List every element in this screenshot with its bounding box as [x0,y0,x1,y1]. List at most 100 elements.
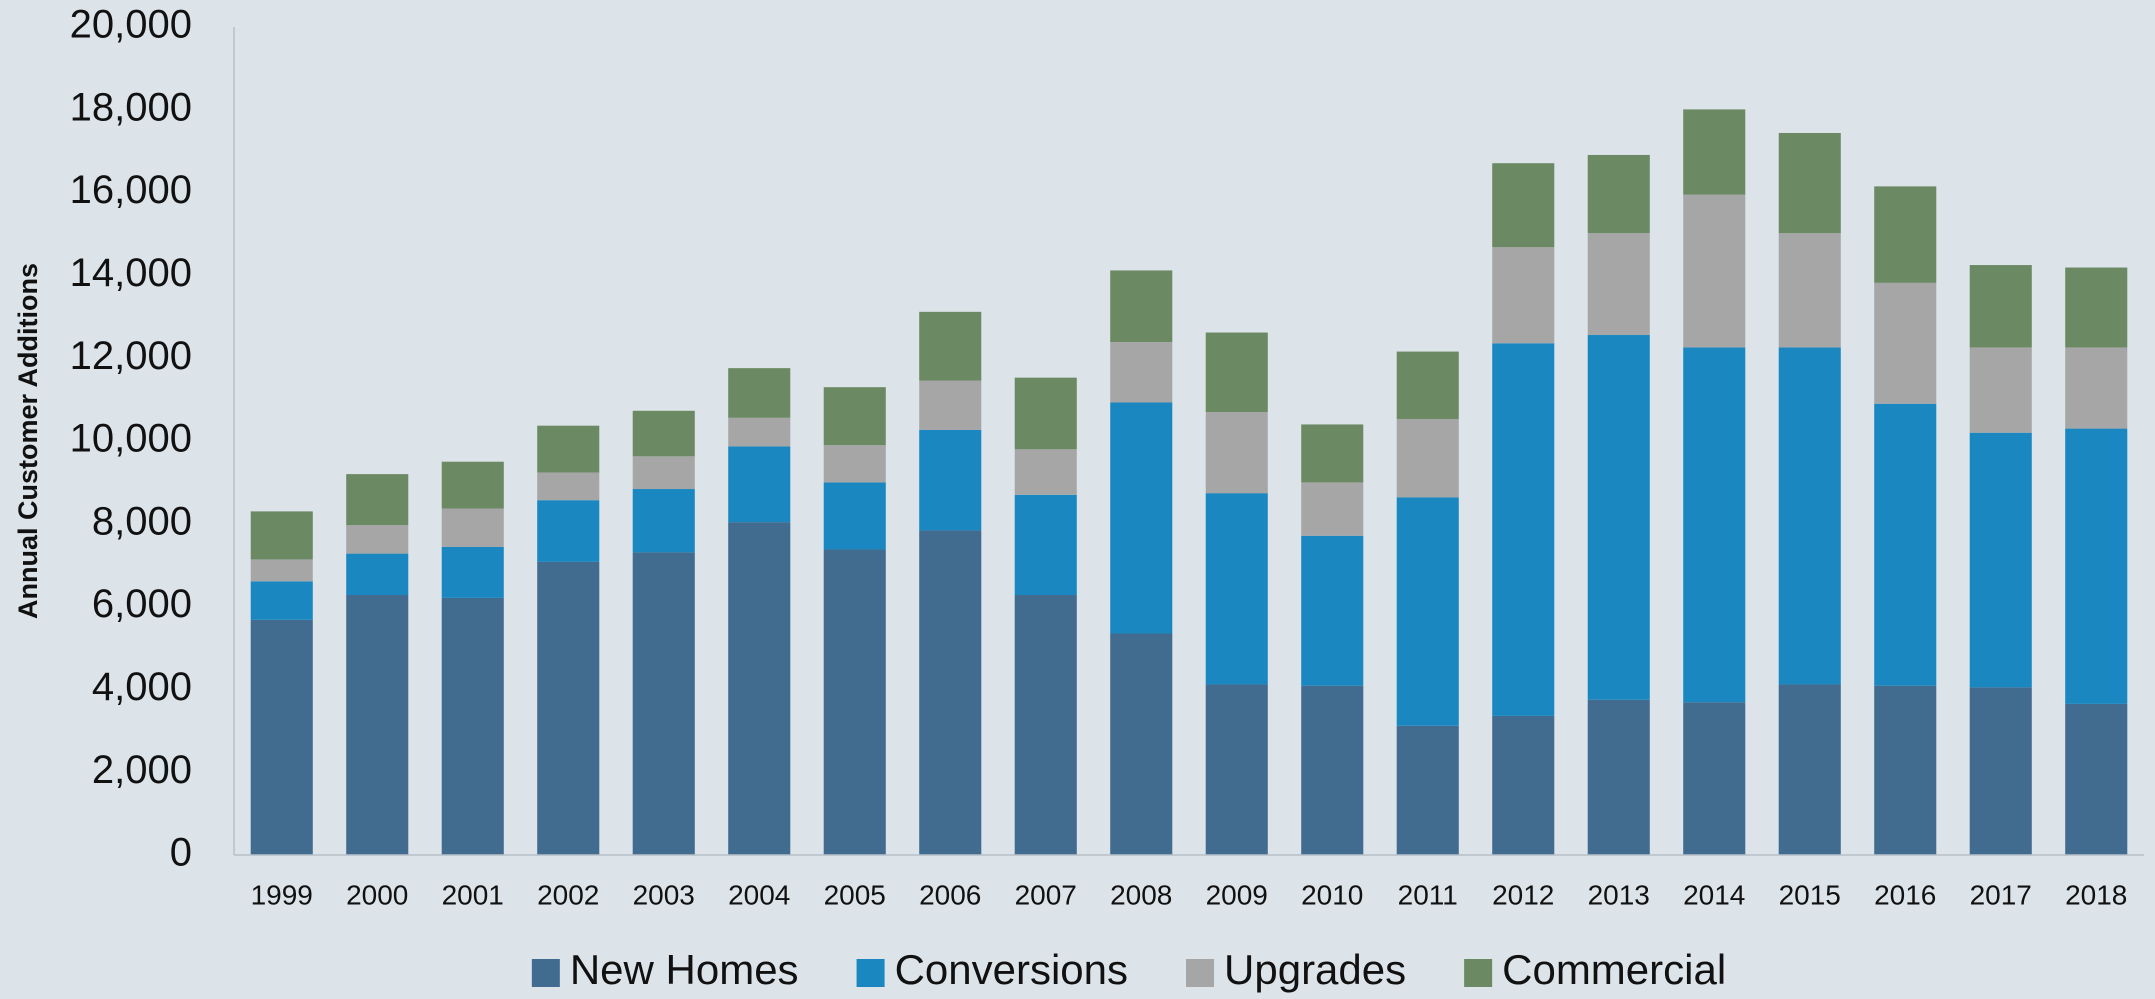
y-tick-label: 0 [170,831,192,875]
bar-segment [632,489,695,553]
legend-label: New Homes [570,946,799,993]
y-tick-label: 14,000 [70,251,192,295]
bar-segment [1301,535,1364,686]
bar-segment [1396,351,1459,420]
y-tick-label: 18,000 [70,85,192,129]
bar-segment [1492,715,1555,855]
x-tick-label: 2007 [1015,879,1077,910]
bar-segment [632,456,695,490]
bar-segment [1492,163,1555,248]
bar-segment [1683,347,1746,703]
bar-segment [1205,412,1268,494]
bar-segment [1396,497,1459,726]
bar-segment [1301,482,1364,536]
bar-segment [1396,725,1459,855]
bar-segment [1110,402,1173,634]
x-tick-label: 2001 [442,879,504,910]
bar-segment [2065,703,2128,855]
x-tick-label: 2012 [1492,879,1554,910]
bar-segment [1778,347,1841,685]
bar-segment [1492,343,1555,716]
bar-segment [1969,687,2032,855]
legend-swatch [856,959,885,987]
bar-segment [919,429,982,531]
y-tick-label: 20,000 [70,3,192,47]
bar-segment [441,597,504,855]
bar-segment [537,425,600,473]
bar-segment [1014,494,1077,596]
bar-segment [1969,265,2032,348]
bar-segment [346,525,409,554]
legend-swatch [1186,959,1215,987]
bar-segment [1587,699,1650,855]
x-tick-label: 2011 [1398,879,1458,910]
bar-segment [1014,377,1077,450]
bar-segment [1014,595,1077,855]
bar-segment [1778,132,1841,234]
bar-segment [441,461,504,509]
bar-segment [346,474,409,526]
x-tick-label: 2009 [1206,879,1268,910]
legend-swatch [531,959,560,987]
bar-segment [823,549,886,855]
bar-segment [1110,633,1173,855]
x-tick-label: 2015 [1779,879,1841,910]
bar-segment [919,311,982,381]
y-axis-label: Annual Customer Additions [13,263,43,619]
bar-segment [1874,685,1937,855]
bar-segment [823,445,886,483]
x-tick-label: 2013 [1588,879,1650,910]
bar-segment [1014,449,1077,495]
bar-segment [441,508,504,547]
bar-segment [1205,332,1268,413]
bar-segment [250,559,313,582]
bar-segment [1587,335,1650,700]
y-tick-label: 8,000 [92,499,192,543]
bar-segment [728,522,791,855]
bar-segment [1874,186,1937,283]
bar-segment [1205,493,1268,685]
bar-segment [537,500,600,562]
bar-segment [1492,247,1555,344]
x-tick-label: 2017 [1970,879,2032,910]
x-tick-label: 2003 [633,879,695,910]
bar-segment [1969,432,2032,688]
x-tick-label: 2014 [1683,879,1745,910]
bar-segment [346,553,409,596]
y-tick-label: 2,000 [92,748,192,792]
bar-segment [1683,194,1746,348]
x-tick-label: 2005 [824,879,886,910]
bar-segment [919,530,982,855]
x-tick-label: 2008 [1110,879,1172,910]
bar-segment [728,417,791,447]
x-tick-label: 2010 [1301,879,1363,910]
bar-segment [1874,282,1937,404]
bar-segment [1396,419,1459,498]
bar-segment [1969,347,2032,433]
bar-segment [1205,684,1268,855]
bar-segment [2065,267,2128,348]
x-tick-label: 2004 [728,879,790,910]
bar-segment [1778,684,1841,855]
bar-segment [537,472,600,501]
y-tick-label: 10,000 [70,417,192,461]
bar-segment [346,595,409,855]
legend-label: Commercial [1502,946,1726,993]
bar-segment [1587,154,1650,234]
bar-segment [1683,109,1746,195]
bar-segment [441,546,504,598]
x-tick-label: 2006 [919,879,981,910]
bar-segment [2065,347,2128,429]
bar-segment [537,561,600,855]
bar-segment [728,446,791,523]
legend-swatch [1464,959,1493,987]
bar-segment [823,387,886,446]
y-tick-label: 16,000 [70,168,192,212]
bar-segment [632,552,695,855]
bar-segment [250,511,313,560]
bar-segment [1683,702,1746,855]
bar-segment [250,619,313,855]
x-tick-label: 2002 [537,879,599,910]
x-tick-label: 1999 [251,879,313,910]
